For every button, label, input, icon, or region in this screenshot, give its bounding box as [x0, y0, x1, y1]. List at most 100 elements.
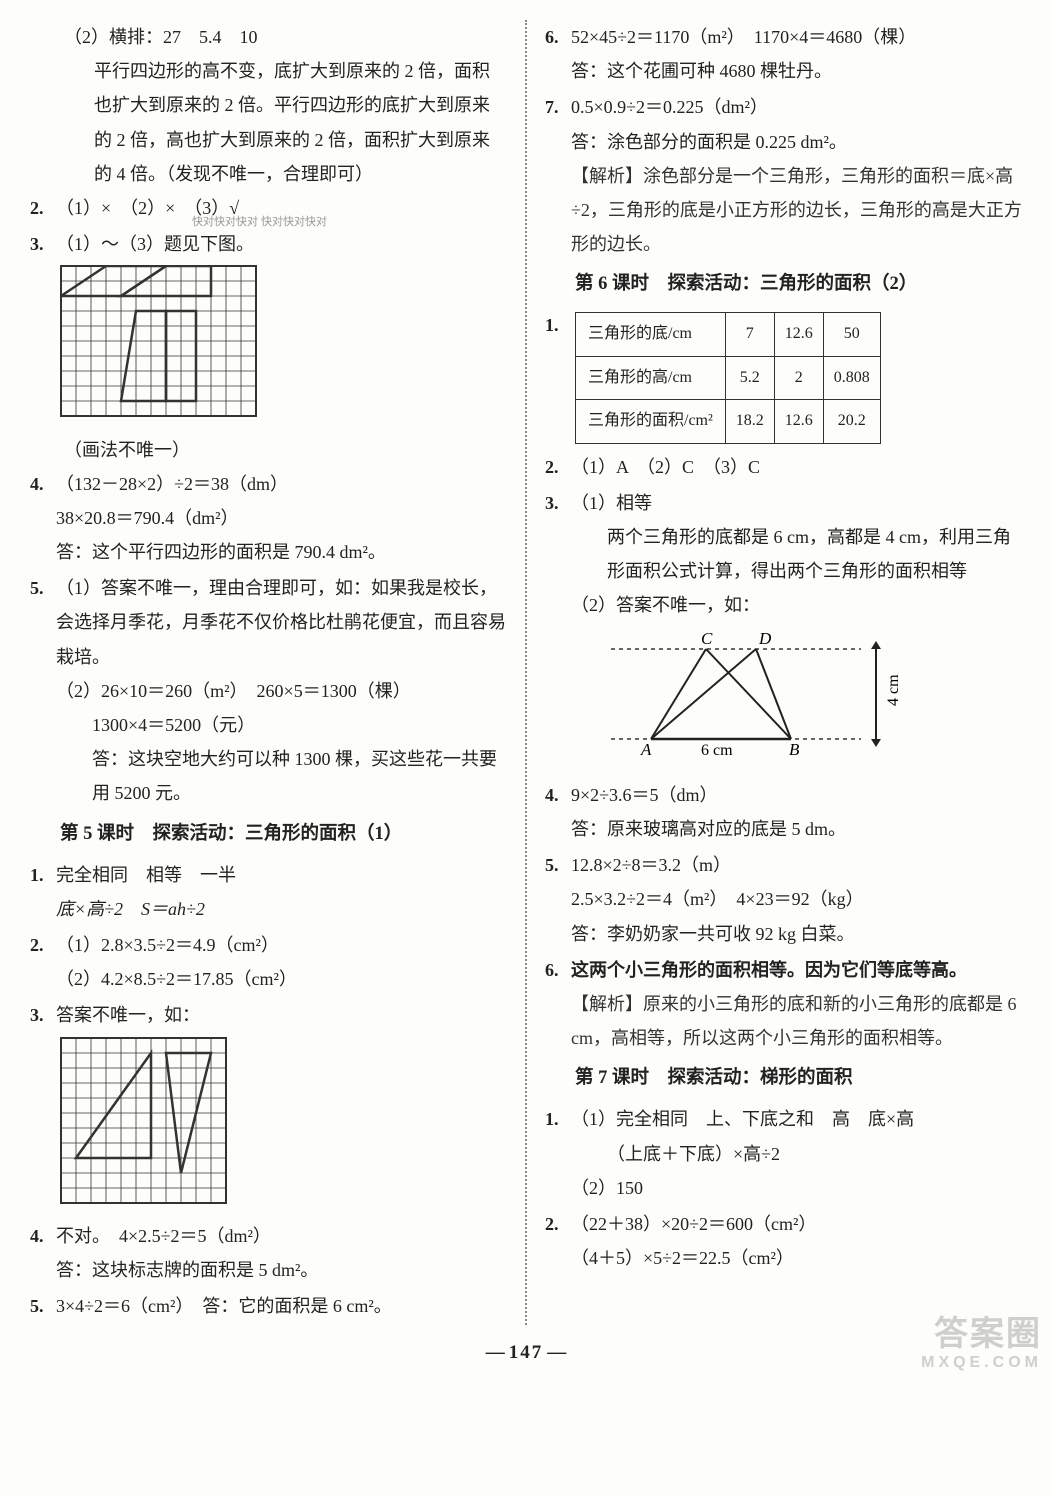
q3: 3. （1）～（3）题见下图。	[30, 227, 507, 261]
s6-q2-num: 2.	[545, 450, 571, 484]
q5-1: （1）答案不唯一，理由合理即可，如：如果我是校长，会选择月季花，月季花不仅价格比…	[56, 571, 507, 674]
r-q7-analysis: 【解析】涂色部分是一个三角形，三角形的面积＝底×高÷2，三角形的底是小正方形的边…	[571, 159, 1022, 262]
s6-q5b: 2.5×3.2÷2＝4（m²） 4×23＝92（kg）	[571, 882, 1022, 916]
s6-q2-content: （1）A （2）C （3）C	[571, 450, 1022, 484]
label-height: 4 cm	[885, 673, 902, 705]
s6-q3-1b: 两个三角形的底都是 6 cm，高都是 4 cm，利用三角形面积公式计算，得出两个…	[571, 520, 1022, 588]
q3-num: 3.	[30, 227, 56, 261]
label-C: C	[701, 629, 713, 648]
s6-q6-analysis: 【解析】原来的小三角形的底和新的小三角形的底都是 6 cm，高相等，所以这两个小…	[571, 987, 1022, 1055]
s5-q3-num: 3.	[30, 998, 56, 1032]
s6-q5: 5. 12.8×2÷8＝3.2（m） 2.5×3.2÷2＝4（m²） 4×23＝…	[545, 848, 1022, 951]
label-B: B	[789, 740, 800, 759]
td: 12.6	[774, 400, 823, 443]
td: 2	[774, 356, 823, 399]
right-column: 6. 52×45÷2＝1170（m²） 1170×4＝4680（棵） 答：这个花…	[545, 20, 1022, 1325]
q5-2a: （2）26×10＝260（m²） 260×5＝1300（棵）	[56, 674, 507, 708]
s5-q4a: 不对。 4×2.5÷2＝5（dm²）	[56, 1219, 507, 1253]
s6-q3-num: 3.	[545, 486, 571, 776]
s6-q1: 1. 三角形的底/cm 7 12.6 50 三角形的高/cm 5.2 2 0.8…	[545, 308, 1022, 447]
q1-2-body: 平行四边形的高不变，底扩大到原来的 2 倍，面积也扩大到原来的 2 倍。平行四边…	[30, 54, 507, 191]
s7-q2a: （22＋38）×20÷2＝600（cm²）	[571, 1207, 1022, 1241]
s6-q4a: 9×2÷3.6＝5（dm）	[571, 778, 1022, 812]
r-q7-num: 7.	[545, 90, 571, 261]
column-divider	[525, 20, 527, 1325]
td: 50	[823, 313, 880, 356]
label-D: D	[758, 629, 772, 648]
s6-q3-1: （1）相等	[571, 486, 1022, 520]
td: 5.2	[725, 356, 774, 399]
section-5-title: 第 5 课时 探索活动：三角形的面积（1）	[60, 817, 507, 852]
grid-figure-1	[60, 265, 507, 428]
r-q7b: 答：涂色部分的面积是 0.225 dm²。	[571, 125, 1022, 159]
triangle-diagram: C D A B 6 cm 4 cm	[611, 629, 1022, 770]
r-q7: 7. 0.5×0.9÷2＝0.225（dm²） 答：涂色部分的面积是 0.225…	[545, 90, 1022, 261]
s7-q1a: （1）完全相同 上、下底之和 高 底×高	[571, 1102, 1022, 1136]
s5-q3: 3. 答案不唯一，如：	[30, 998, 507, 1032]
label-A: A	[640, 740, 652, 759]
q5-num: 5.	[30, 571, 56, 810]
grid-figure-2	[60, 1037, 507, 1215]
wm-big-l2: MXQE.COM	[921, 1355, 1042, 1372]
s6-q4: 4. 9×2÷3.6＝5（dm） 答：原来玻璃高对应的底是 5 dm。	[545, 778, 1022, 846]
s5-q1-num: 1.	[30, 858, 56, 926]
td: 12.6	[774, 313, 823, 356]
s5-q1b: 底×高÷2 S＝ah÷2	[56, 892, 507, 926]
s6-q6a: 这两个小三角形的面积相等。因为它们等底等高。	[571, 953, 1022, 987]
q4: 4. （132－28×2）÷2＝38（dm） 38×20.8＝790.4（dm²…	[30, 467, 507, 570]
s7-q1c: （2）150	[571, 1171, 1022, 1205]
section-7-title: 第 7 课时 探索活动：梯形的面积	[575, 1061, 1022, 1096]
th-height: 三角形的高/cm	[576, 356, 726, 399]
s7-q1-num: 1.	[545, 1102, 571, 1205]
s6-q6-num: 6.	[545, 953, 571, 1056]
s5-q4: 4. 不对。 4×2.5÷2＝5（dm²） 答：这块标志牌的面积是 5 dm²。	[30, 1219, 507, 1287]
q5: 5. （1）答案不唯一，理由合理即可，如：如果我是校长，会选择月季花，月季花不仅…	[30, 571, 507, 810]
r-q6-num: 6.	[545, 20, 571, 88]
s6-q5-num: 5.	[545, 848, 571, 951]
s6-q5a: 12.8×2÷8＝3.2（m）	[571, 848, 1022, 882]
q2-num: 2.	[30, 191, 56, 225]
q5-2c: 答：这块空地大约可以种 1300 棵，买这些花一共要用 5200 元。	[56, 742, 507, 810]
td: 18.2	[725, 400, 774, 443]
q3-content: （1）～（3）题见下图。	[56, 227, 507, 261]
triangle-table: 三角形的底/cm 7 12.6 50 三角形的高/cm 5.2 2 0.808 …	[575, 312, 881, 443]
grid1-svg	[60, 265, 257, 417]
s5-q4-num: 4.	[30, 1219, 56, 1287]
s7-q1b: （上底＋下底）×高÷2	[571, 1137, 1022, 1171]
q5-2b: 1300×4＝5200（元）	[56, 708, 507, 742]
q3-note: （画法不唯一）	[30, 433, 507, 467]
watermark-large: 答案圈 MXQE.COM	[921, 1317, 1042, 1371]
s6-q4-num: 4.	[545, 778, 571, 846]
s5-q1a: 完全相同 相等 一半	[56, 858, 507, 892]
tri-svg: C D A B 6 cm 4 cm	[611, 629, 911, 759]
s6-q1-num: 1.	[545, 308, 571, 447]
s5-q2a: （1）2.8×3.5÷2＝4.9（cm²）	[56, 928, 507, 962]
r-q6b: 答：这个花圃可种 4680 棵牡丹。	[571, 54, 1022, 88]
wm-big-l1: 答案圈	[934, 1315, 1042, 1353]
th-base: 三角形的底/cm	[576, 313, 726, 356]
s6-q2: 2. （1）A （2）C （3）C	[545, 450, 1022, 484]
table-row: 三角形的底/cm 7 12.6 50	[576, 313, 881, 356]
s7-q2-num: 2.	[545, 1207, 571, 1275]
th-area: 三角形的面积/cm²	[576, 400, 726, 443]
td: 7	[725, 313, 774, 356]
s6-q6: 6. 这两个小三角形的面积相等。因为它们等底等高。 【解析】原来的小三角形的底和…	[545, 953, 1022, 1056]
s6-q4b: 答：原来玻璃高对应的底是 5 dm。	[571, 812, 1022, 846]
s6-q3: 3. （1）相等 两个三角形的底都是 6 cm，高都是 4 cm，利用三角形面积…	[545, 486, 1022, 776]
s5-q4b: 答：这块标志牌的面积是 5 dm²。	[56, 1253, 507, 1287]
s7-q1: 1. （1）完全相同 上、下底之和 高 底×高 （上底＋下底）×高÷2 （2）1…	[545, 1102, 1022, 1205]
s5-q5: 5. 3×4÷2＝6（cm²） 答：它的面积是 6 cm²。	[30, 1289, 507, 1323]
s5-q5-content: 3×4÷2＝6（cm²） 答：它的面积是 6 cm²。	[56, 1289, 507, 1323]
r-q6: 6. 52×45÷2＝1170（m²） 1170×4＝4680（棵） 答：这个花…	[545, 20, 1022, 88]
td: 20.2	[823, 400, 880, 443]
table-row: 三角形的面积/cm² 18.2 12.6 20.2	[576, 400, 881, 443]
td: 0.808	[823, 356, 880, 399]
s5-q2b: （2）4.2×8.5÷2＝17.85（cm²）	[56, 962, 507, 996]
watermark-small: 快对快对快对 快对快对快对	[192, 216, 327, 228]
page-number: 147	[30, 1335, 1022, 1371]
s7-q2: 2. （22＋38）×20÷2＝600（cm²） （4＋5）×5÷2＝22.5（…	[545, 1207, 1022, 1275]
q4-l2: 38×20.8＝790.4（dm²）	[56, 501, 507, 535]
s7-q2b: （4＋5）×5÷2＝22.5（cm²）	[571, 1241, 1022, 1275]
r-q6a: 52×45÷2＝1170（m²） 1170×4＝4680（棵）	[571, 20, 1022, 54]
s6-q3-2: （2）答案不唯一，如：	[571, 588, 1022, 622]
